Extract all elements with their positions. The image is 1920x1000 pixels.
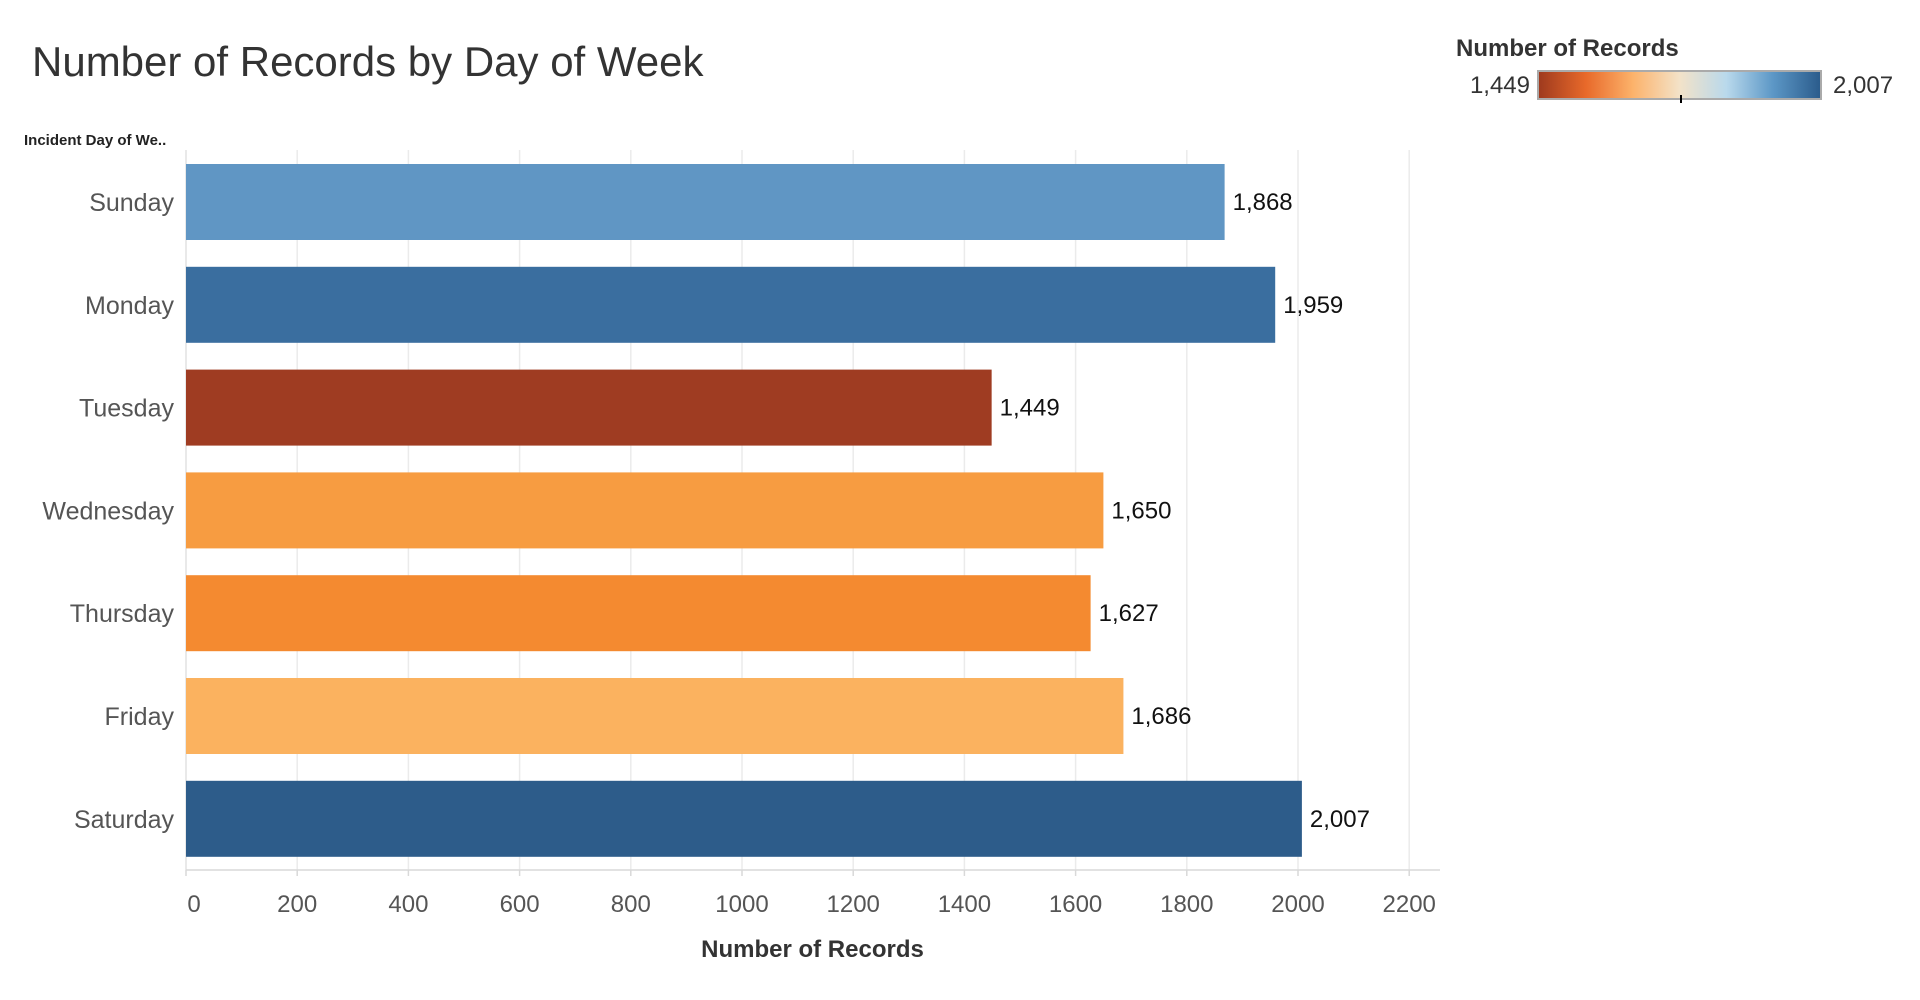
x-tick-label: 1800 [1160,891,1213,918]
x-tick-label: 2000 [1271,891,1324,918]
legend-color-ramp [1537,70,1822,100]
legend-title: Number of Records [1456,35,1679,62]
data-label: 1,868 [1233,189,1293,216]
bar-tuesday [186,369,992,446]
data-label: 1,627 [1099,600,1159,627]
data-label: 1,959 [1283,292,1343,319]
bar-monday [186,266,1276,343]
data-label: 2,007 [1310,806,1370,833]
category-label: Friday [105,703,175,731]
x-tick-label: 800 [611,891,651,918]
chart-title: Number of Records by Day of Week [32,38,704,85]
category-label: Tuesday [79,395,174,423]
bar-friday [186,678,1124,754]
x-tick-label: 200 [277,891,317,918]
x-tick-label: 400 [388,891,428,918]
data-label: 1,449 [1000,395,1060,422]
x-axis-title: Number of Records [701,936,924,963]
category-label: Wednesday [42,497,174,525]
category-label: Thursday [70,600,175,628]
category-label: Monday [85,292,174,320]
x-tick-label: 2200 [1383,891,1436,918]
x-tick-label: 1600 [1049,891,1102,918]
bar-sunday [186,164,1225,240]
bar-thursday [186,575,1091,652]
data-label: 1,650 [1111,497,1171,524]
category-label: Sunday [89,189,174,217]
x-tick-label: 1400 [938,891,991,918]
data-label: 1,686 [1131,703,1191,730]
bar-wednesday [186,472,1104,549]
legend-max-label: 2,007 [1833,72,1894,99]
x-tick-label: 600 [500,891,540,918]
row-header-label: Incident Day of We.. [24,132,167,149]
x-tick-label: 0 [187,891,200,918]
category-label: Saturday [74,806,175,834]
x-tick-label: 1000 [715,891,768,918]
bar-saturday [186,780,1302,857]
x-tick-label: 1200 [827,891,880,918]
legend-min-label: 1,449 [1469,72,1530,99]
legend-midpoint-tick [1680,95,1682,103]
